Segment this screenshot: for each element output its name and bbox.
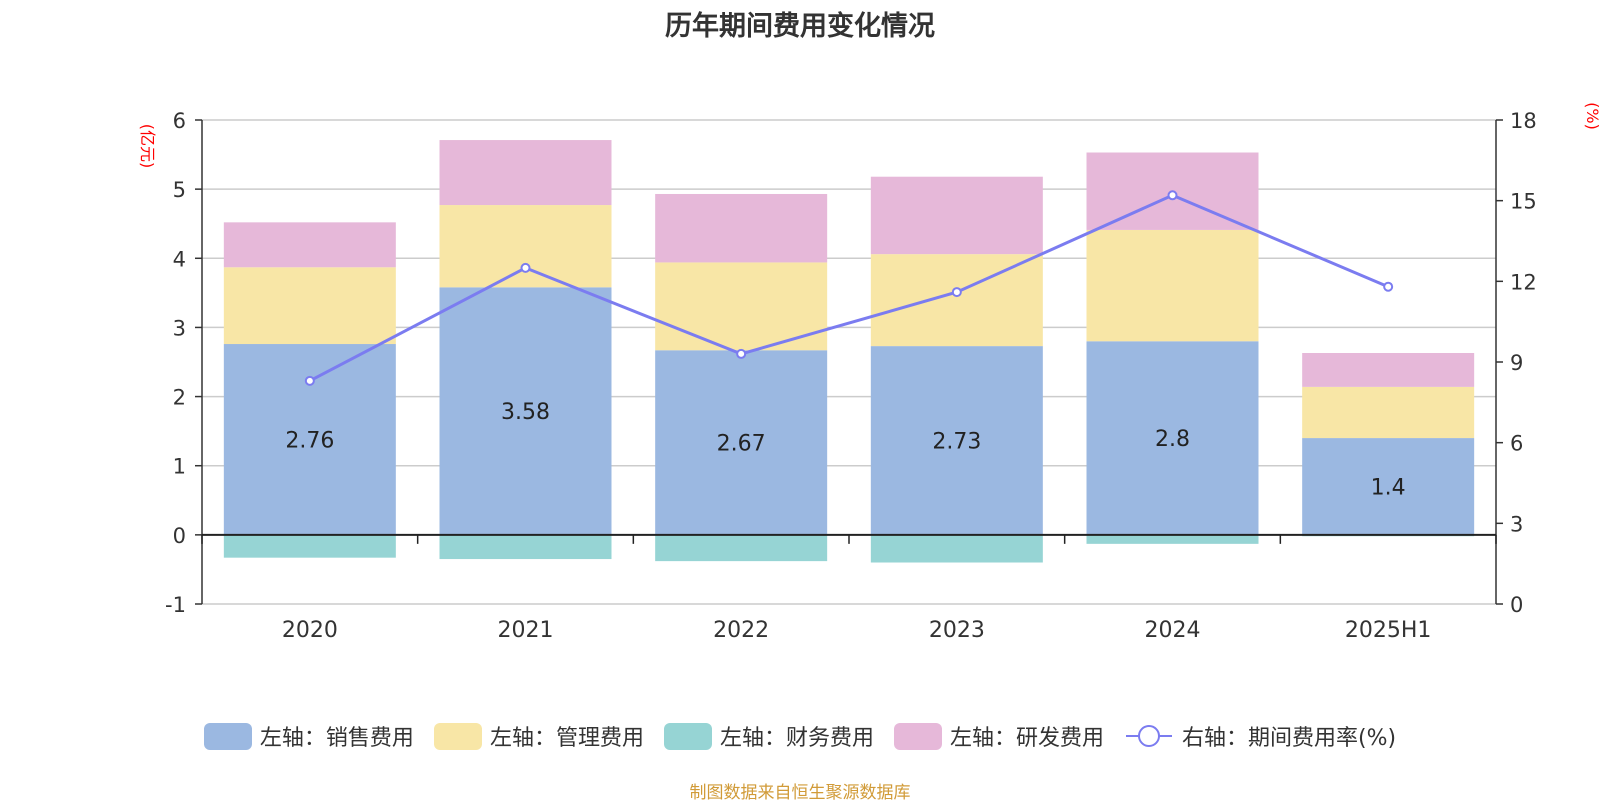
rate-point [520,262,531,273]
bar-segment [223,267,396,345]
chart-title: 历年期间费用变化情况 [665,11,935,42]
bar-segment [1086,341,1259,535]
legend-label: 左轴：销售费用 [259,726,414,751]
bars [223,140,1475,563]
rate-point [736,348,747,359]
source-note: 制图数据来自恒生聚源数据库 [689,783,911,803]
right-tick-label: 18 [1510,109,1537,133]
legend-line-marker [1125,725,1172,747]
right-tick-label: 3 [1510,512,1523,536]
left-tick-label: 3 [173,316,186,340]
left-tick-label: 1 [173,455,186,479]
rate-point [1167,190,1178,201]
data-label: 2.8 [1155,427,1190,452]
bar-segment [1302,386,1475,439]
left-tick-label: 6 [173,109,186,133]
bar-segment [439,140,612,206]
legend-swatch [433,722,482,750]
legend-swatch [663,722,712,750]
legend-swatch [203,722,252,750]
data-labels: 2.76 3.58 2.67 2.73 2.8 1.4 [285,400,1405,500]
right-tick-label: 9 [1510,351,1523,375]
bar-segment [870,176,1043,255]
left-tick-label: 4 [173,247,186,271]
bar-segment [439,287,612,535]
legend-item[interactable]: 左轴：研发费用 [893,720,1104,752]
rate-point [951,287,962,298]
right-tick-label: 15 [1510,190,1537,214]
bar-segment [655,350,828,535]
x-tick-label: 2025H1 [1345,618,1432,643]
left-axis-unit: (亿元) [138,124,157,169]
bar-segment [870,346,1043,535]
data-label: 2.67 [717,432,766,457]
bar-segment [655,262,828,351]
legend-item[interactable]: 左轴：财务费用 [663,720,874,752]
legend-item[interactable]: 左轴：销售费用 [203,720,414,752]
bar-segment [655,534,828,562]
bar-segment [1302,353,1475,387]
x-tick-label: 2022 [713,618,769,643]
right-axis-unit: (%) [1583,102,1600,130]
left-tick-label: -1 [165,593,186,617]
x-tick-label: 2020 [282,618,338,643]
data-label: 2.76 [285,428,334,453]
left-tick-label: 0 [173,524,186,548]
data-label: 2.73 [932,429,981,454]
data-label: 3.58 [501,400,550,425]
grid-lines [202,119,1496,605]
bar-segment [870,534,1043,563]
bar-segment [223,534,396,558]
data-label: 1.4 [1371,475,1406,500]
bar-segment [439,205,612,288]
legend-item[interactable]: 左轴：管理费用 [433,720,644,752]
legend-label: 左轴：管理费用 [489,726,644,751]
bar-segment [1086,229,1259,342]
bar-segment [870,254,1043,347]
right-tick-label: 6 [1510,432,1523,456]
bar-segment [439,534,612,560]
legend: 左轴：销售费用 左轴：管理费用 左轴：财务费用 左轴：研发费用 右轴：期间费用率(%) [0,720,1600,752]
bar-segment [223,222,396,268]
bar-segment [1302,438,1475,535]
x-tick-label: 2023 [929,618,985,643]
bar-segment [1086,534,1259,544]
rate-point [1383,281,1394,292]
legend-label: 右轴：期间费用率(%) [1181,726,1397,751]
right-tick-label: 12 [1510,270,1537,294]
x-tick-label: 2024 [1145,618,1201,643]
x-tick-label: 2021 [498,618,554,643]
legend-item[interactable]: 右轴：期间费用率(%) [1124,720,1396,752]
legend-swatch [893,722,942,750]
right-tick-label: 0 [1510,593,1523,617]
legend-label: 左轴：财务费用 [719,726,874,751]
bar-segment [655,193,828,263]
legend-label: 左轴：研发费用 [949,726,1104,751]
rate-point [304,375,315,386]
rate-line [304,190,1394,386]
left-tick-label: 5 [173,178,186,202]
left-tick-label: 2 [173,386,186,410]
rate-line-path [309,193,1389,383]
